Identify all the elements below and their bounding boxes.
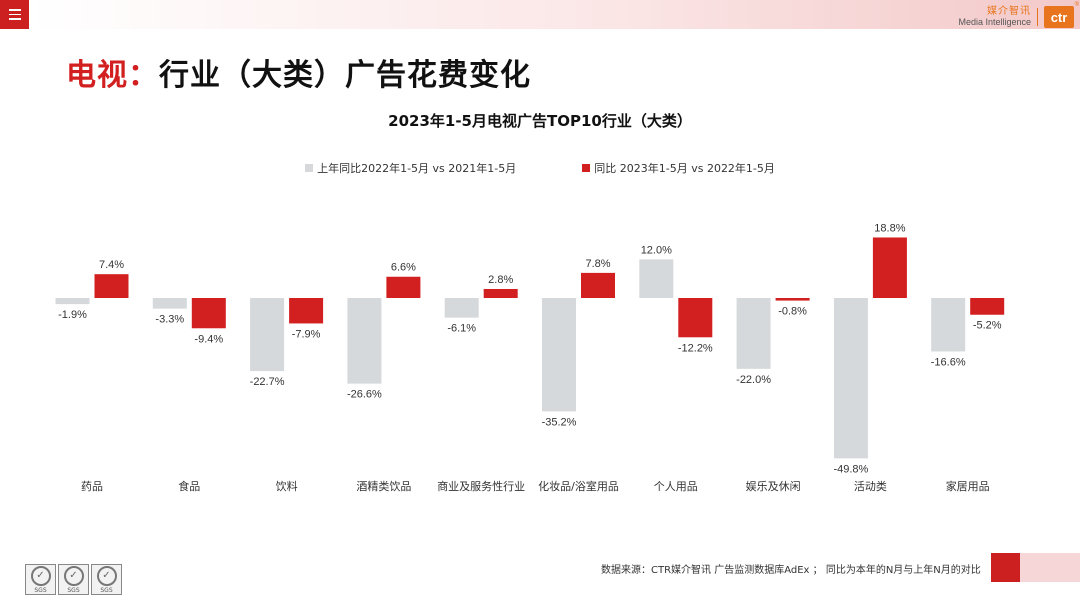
data-label-curr: 18.8% (874, 222, 905, 234)
brand-logo: 媒介智讯 Media Intelligence ctr ® (958, 2, 1079, 28)
data-label-prev: -22.0% (736, 374, 771, 386)
ctr-logo-icon: ctr ® (1044, 2, 1079, 28)
bar-curr (289, 298, 324, 324)
data-label-curr: 7.4% (99, 259, 124, 271)
bar-prev (542, 298, 576, 412)
bar-curr (191, 298, 226, 329)
bar-prev (347, 298, 382, 384)
category-label: 活动类 (854, 479, 887, 493)
legend-label-prev: 上年同比2022年1-5月 vs 2021年1-5月 (317, 162, 517, 175)
data-label-curr: -9.4% (194, 333, 223, 345)
bar-curr (678, 298, 713, 338)
page-title-main: 行业（大类）广告花费变化 (159, 58, 531, 93)
legend-item-curr: 同比 2023年1-5月 vs 2022年1-5月 (582, 160, 775, 176)
logo-english-name: Media Intelligence (958, 16, 1031, 27)
bar-curr (386, 276, 421, 298)
legend-item-prev: 上年同比2022年1-5月 vs 2021年1-5月 (305, 160, 516, 176)
bar-prev (639, 259, 674, 298)
data-label-prev: -22.7% (250, 376, 285, 388)
data-label-prev: -6.1% (447, 323, 476, 335)
footer-accent-block (991, 553, 1020, 582)
data-label-curr: 2.8% (488, 274, 513, 286)
header-band (29, 0, 1080, 29)
bar-prev (931, 298, 966, 352)
legend-label-curr: 同比 2023年1-5月 vs 2022年1-5月 (594, 162, 775, 175)
category-label: 食品 (178, 479, 200, 493)
bar-curr (872, 237, 907, 298)
data-label-curr: 6.6% (391, 262, 416, 274)
sgs-badge-icon: ✓ SGS (91, 564, 122, 595)
data-label-prev: 12.0% (641, 244, 672, 256)
category-label: 个人用品 (654, 480, 698, 493)
category-label: 药品 (81, 480, 103, 493)
bar-prev (736, 298, 771, 369)
category-label: 娱乐及休闲 (746, 479, 801, 493)
page-title: 电视：行业（大类）广告花费变化 (66, 50, 531, 94)
bar-curr (581, 272, 615, 298)
category-label: 饮料 (276, 479, 298, 493)
logo-chinese-name: 媒介智讯 (987, 6, 1031, 18)
footer-band (1020, 553, 1080, 582)
category-label: 家居用品 (946, 479, 990, 493)
data-label-curr: -5.2% (973, 320, 1002, 332)
legend-swatch-prev (305, 164, 314, 172)
data-label-prev: -35.2% (542, 416, 577, 428)
chart-legend: 上年同比2022年1-5月 vs 2021年1-5月 同比 2023年1-5月 … (0, 160, 1080, 176)
bar-prev (55, 298, 90, 305)
bar-prev (444, 298, 479, 318)
data-label-curr: 7.8% (585, 258, 610, 270)
data-label-prev: -26.6% (347, 389, 382, 401)
data-label-curr: -12.2% (678, 342, 713, 354)
certification-badges: ✓ SGS ✓ SGS ✓ SGS (25, 564, 122, 595)
data-label-curr: -0.8% (778, 306, 807, 318)
bar-curr (483, 288, 518, 298)
chart-title: 2023年1-5月电视广告TOP10行业（大类） (388, 112, 692, 130)
data-source-note: 数据来源：CTR媒介智讯 广告监测数据库AdEx ； 同比为本年的N月与上年N月… (601, 565, 981, 576)
menu-icon (8, 9, 21, 11)
category-label: 商业及服务性行业 (437, 479, 525, 493)
page-title-accent: 电视： (66, 58, 159, 93)
data-label-prev: -49.8% (833, 463, 868, 475)
bar-curr (775, 298, 810, 301)
bar-curr (970, 298, 1005, 315)
menu-button[interactable] (0, 0, 29, 29)
legend-swatch-curr (582, 164, 591, 172)
bar-curr (94, 274, 129, 298)
bar-prev (250, 298, 285, 372)
data-label-prev: -1.9% (58, 309, 87, 321)
bar-prev (152, 298, 187, 309)
data-label-prev: -16.6% (931, 356, 966, 368)
category-label: 化妆品/浴室用品 (538, 479, 619, 493)
bar-prev (833, 298, 868, 459)
data-label-curr: -7.9% (292, 328, 321, 340)
sgs-badge-icon: ✓ SGS (58, 564, 89, 595)
data-label-prev: -3.3% (155, 314, 184, 326)
sgs-badge-icon: ✓ SGS (25, 564, 56, 595)
category-label: 酒精类饮品 (356, 479, 411, 493)
